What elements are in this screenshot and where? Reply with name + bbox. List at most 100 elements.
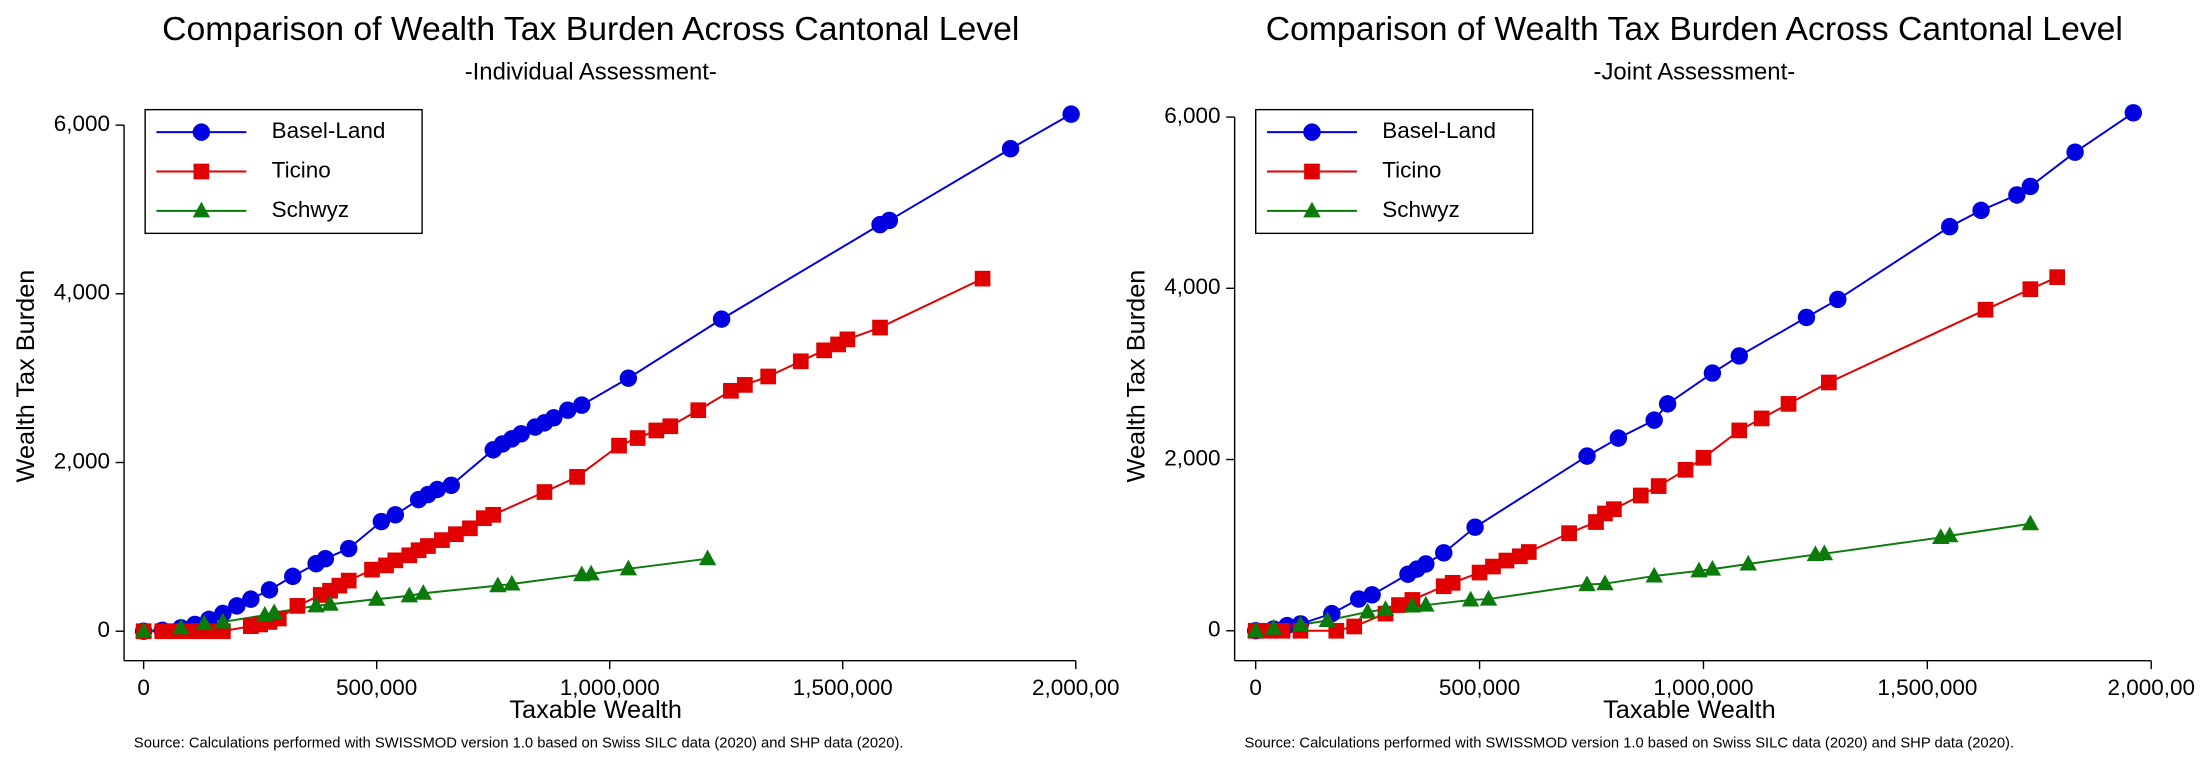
data-point	[1977, 301, 1994, 318]
data-point	[760, 368, 777, 385]
y-tick-label: 2,000	[1164, 445, 1220, 470]
data-point	[1358, 602, 1377, 619]
data-point	[321, 595, 339, 611]
data-point	[420, 538, 436, 554]
data-point	[214, 612, 232, 629]
x-tick-label: 500,000	[1439, 675, 1520, 700]
data-point	[1561, 525, 1577, 542]
x-tick-label: 0	[1249, 675, 1262, 700]
data-point	[2066, 143, 2084, 161]
legend-label: Schwyz	[272, 197, 349, 222]
data-point	[1780, 396, 1797, 412]
data-point	[545, 409, 563, 427]
data-point	[2021, 514, 2040, 531]
data-point	[1650, 478, 1667, 494]
x-axis-title: Taxable Wealth	[1603, 696, 1776, 724]
data-point	[690, 402, 707, 419]
data-point	[1972, 201, 1990, 220]
data-point	[1645, 566, 1663, 583]
data-point	[1731, 422, 1748, 439]
data-point	[1645, 411, 1663, 429]
data-point	[1062, 105, 1080, 123]
x-tick-label: 1,000,000	[560, 675, 660, 700]
data-point	[228, 597, 246, 615]
data-point	[387, 552, 404, 569]
data-point	[698, 549, 717, 566]
x-tick-label: 0	[137, 675, 150, 700]
data-point	[1578, 575, 1596, 592]
data-point	[1632, 487, 1649, 504]
data-point	[1479, 589, 1498, 606]
data-point	[1753, 410, 1770, 427]
data-point	[339, 539, 358, 558]
source-note: Source: Calculations performed with SWIS…	[1244, 736, 2014, 752]
data-point	[629, 430, 646, 446]
series-line	[143, 277, 983, 633]
x-tick-label: 2,000,00	[2107, 675, 2195, 700]
data-point	[1264, 619, 1283, 635]
data-point	[1363, 586, 1381, 604]
y-tick-label: 2,000	[54, 448, 110, 473]
legend-marker	[1303, 123, 1321, 141]
data-point	[880, 211, 899, 230]
data-point	[1739, 554, 1757, 571]
data-point	[1703, 559, 1722, 576]
data-point	[1346, 618, 1363, 635]
data-point	[134, 622, 153, 638]
chart-subtitle: -Joint Assessment-	[1593, 58, 1795, 85]
data-point	[400, 586, 419, 603]
data-point	[536, 484, 553, 500]
x-tick-label: 1,000,000	[1653, 675, 1753, 700]
data-point	[792, 353, 809, 370]
data-point	[1609, 429, 1628, 447]
data-point	[1391, 597, 1407, 613]
data-point	[364, 561, 380, 578]
data-point	[2124, 104, 2143, 122]
data-point	[367, 589, 386, 606]
data-point	[1695, 449, 1712, 466]
data-point	[372, 512, 391, 531]
data-point	[265, 603, 283, 620]
data-point	[1815, 544, 1834, 561]
data-point	[1829, 290, 1847, 309]
x-axis-title: Taxable Wealth	[509, 696, 681, 724]
data-point	[816, 342, 832, 359]
data-point	[2008, 186, 2026, 204]
legend-marker	[192, 123, 211, 141]
data-point	[1001, 140, 1020, 158]
data-point	[582, 564, 600, 581]
legend-marker	[192, 201, 211, 218]
data-point	[1485, 558, 1501, 575]
data-point	[1658, 395, 1677, 413]
data-point	[573, 396, 591, 414]
legend-label: Basel-Land	[1382, 118, 1496, 143]
x-tick-label: 500,000	[336, 675, 417, 700]
data-point	[1578, 447, 1596, 465]
y-tick-label: 6,000	[1164, 103, 1220, 128]
data-point	[1797, 308, 1816, 327]
source-note: Source: Calculations performed with SWIS…	[134, 736, 904, 752]
data-point	[619, 559, 638, 576]
data-point	[260, 581, 279, 599]
data-point	[1677, 461, 1694, 478]
y-tick-label: 0	[1208, 617, 1221, 642]
chart-title: Comparison of Wealth Tax Burden Across C…	[1266, 10, 2123, 48]
data-point	[340, 572, 357, 589]
data-point	[1471, 564, 1488, 581]
data-point	[712, 310, 731, 328]
data-point	[316, 549, 335, 568]
data-point	[1941, 217, 1959, 236]
data-point	[428, 480, 446, 499]
data-point	[489, 576, 507, 593]
y-axis-title: Wealth Tax Burden	[12, 270, 40, 483]
data-point	[619, 369, 638, 387]
data-point	[1349, 590, 1368, 608]
data-point	[1403, 596, 1422, 613]
y-tick-label: 4,000	[1164, 274, 1220, 299]
data-point	[1730, 347, 1748, 365]
data-point	[662, 418, 679, 435]
data-point	[2021, 177, 2040, 196]
data-point	[289, 598, 306, 614]
data-point	[1417, 595, 1435, 612]
